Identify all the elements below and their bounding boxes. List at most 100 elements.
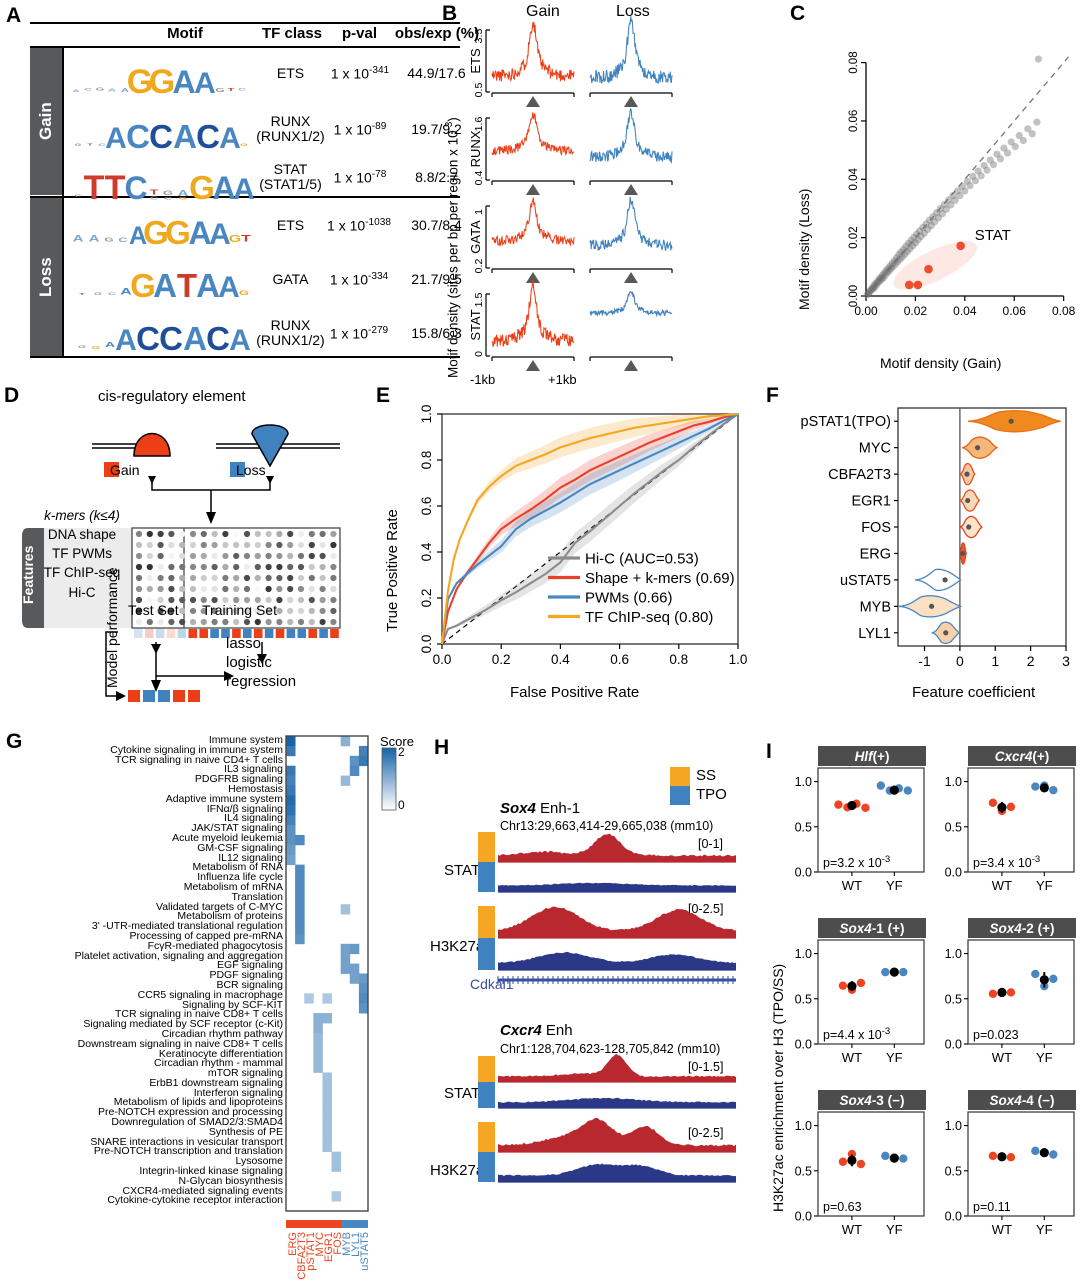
svg-text:0.4: 0.4 <box>473 171 485 186</box>
panel-g-colorbar <box>381 747 397 811</box>
svg-text:1: 1 <box>473 209 485 215</box>
svg-text:3: 3 <box>1062 653 1070 669</box>
subplot-title: Sox4 -3 (−) <box>818 1090 926 1110</box>
tfclass-gain-0: ETS <box>276 65 305 81</box>
pval-gain-1: 1 x 10-89 <box>333 121 387 138</box>
svg-text:EGR1: EGR1 <box>852 494 892 510</box>
svg-text:G: G <box>92 345 101 350</box>
svg-text:T: T <box>177 267 197 304</box>
svg-text:0.0: 0.0 <box>795 866 812 880</box>
svg-text:A: A <box>183 320 207 357</box>
pathway-row-label: IFNα/β signaling <box>206 802 283 815</box>
panel-h-track1-gene: Cxcr4 Enh <box>500 1022 573 1039</box>
svg-text:0.02: 0.02 <box>904 304 928 318</box>
svg-text:0.08: 0.08 <box>848 51 860 73</box>
svg-text:PWMs (0.66): PWMs (0.66) <box>585 590 673 607</box>
pathway-row-label: Pre-NOTCH transcription and translation <box>93 1145 283 1158</box>
panel-e-xlabel: False Positive Rate <box>510 684 640 701</box>
svg-text:-1: -1 <box>918 653 931 669</box>
svg-text:0.5: 0.5 <box>795 820 812 834</box>
svg-text:1.0: 1.0 <box>729 652 748 667</box>
feature-row-hic: Hi-C <box>68 584 96 600</box>
svg-text:0.5: 0.5 <box>945 992 962 1006</box>
svg-text:C: C <box>98 143 106 147</box>
panel-h-legend-tpo: TPO <box>696 786 727 803</box>
table-rule-header <box>30 46 460 48</box>
svg-text:T: T <box>228 87 236 92</box>
svg-text:C: C <box>84 87 92 92</box>
pathway-row-label: Lysosome <box>235 1155 283 1168</box>
subplot-plot: 0.0 0.5 1.0 WT YF p=0.11 <box>945 1111 1075 1237</box>
svg-text:1.0: 1.0 <box>945 1119 962 1133</box>
panel-h-legend-swatches <box>670 767 690 805</box>
svg-text:C: C <box>118 237 128 244</box>
svg-text:T: T <box>84 169 105 207</box>
panel-h-track1-range0: [0-1.5] <box>688 1060 724 1074</box>
pathway-row-label: ErbB1 downstream signaling <box>149 1076 283 1089</box>
subplot-plot: 0.0 0.5 1.0 WT YF p=0.023 <box>945 939 1075 1065</box>
svg-text:G: G <box>229 233 241 244</box>
pval-loss-1: 1 x 10-334 <box>329 271 389 288</box>
table-rule-bottom <box>30 356 460 358</box>
panel-f-letter: F <box>766 384 779 407</box>
svg-text:YF: YF <box>1036 878 1053 893</box>
svg-text:p=3.4 x 10-3: p=3.4 x 10-3 <box>973 854 1040 870</box>
svg-text:p=4.4 x 10-3: p=4.4 x 10-3 <box>823 1026 890 1042</box>
svg-text:WT: WT <box>992 1050 1012 1065</box>
panel-g-rowlabels: Immune system Cytokine signaling in immun… <box>0 734 283 1206</box>
obsexp-loss-2: 15.8/6.3 <box>411 325 462 341</box>
pathway-row-label: Immune system <box>208 734 283 746</box>
tfclass-gain-1: RUNX (RUNX1/2) <box>256 113 325 144</box>
pathway-row-label: Cytokine signaling in immune system <box>110 743 283 756</box>
pathway-row-label: Metabolism of proteins <box>177 910 283 923</box>
panel-i-grid: Hlf (+) 0.0 0.5 1.0 WT YF p=3.2 x 10-3 Cxcr4 (+… <box>794 746 1086 1266</box>
svg-text:A: A <box>73 89 80 93</box>
svg-text:0: 0 <box>473 351 485 357</box>
svg-text:A: A <box>129 222 147 250</box>
motif-logo-loss-gata: T G C A G A T A A G <box>79 267 249 304</box>
svg-text:T: T <box>150 188 159 196</box>
svg-text:A: A <box>105 122 127 155</box>
svg-text:0.2: 0.2 <box>419 589 434 608</box>
svg-text:0.0: 0.0 <box>945 866 962 880</box>
svg-text:G: G <box>240 143 248 147</box>
panel-h-track0-gene: Sox4 Enh-1 <box>500 800 581 817</box>
table-vline <box>62 48 64 356</box>
heatmap-col-swatch <box>322 1220 333 1228</box>
panel-b-letter: B <box>442 2 458 25</box>
svg-text:0.0: 0.0 <box>945 1038 962 1052</box>
heatmap-col-swatch <box>295 1220 305 1228</box>
pathway-row-label: 3' -UTR-mediated translational regulatio… <box>91 920 283 933</box>
subplot-title: Cxcr4 (+) <box>968 746 1076 766</box>
pathway-row-label: Metabolism of lipids and lipoproteins <box>113 1096 283 1109</box>
pathway-row-label: JAK/STAT signaling <box>191 822 283 835</box>
heatmap-col-swatch <box>340 1220 351 1228</box>
obsexp-loss-1: 21.7/9.5 <box>411 271 462 287</box>
panel-h: H SS TPO Sox4 Enh-1 Chr13:29,663,414-29,… <box>430 712 760 1280</box>
panel-h-track0-range0: [0-1] <box>698 837 724 851</box>
svg-text:G: G <box>130 267 156 304</box>
svg-text:C: C <box>126 118 150 155</box>
group-band-loss: Loss <box>30 198 62 356</box>
motif-logo-gain-ets: A C G A A G G A A G T C <box>73 63 247 101</box>
panel-g-legend-title: Score <box>380 734 414 749</box>
svg-text:0.8: 0.8 <box>419 451 434 470</box>
svg-text:YF: YF <box>1036 1050 1053 1065</box>
pathway-row-label: TCR signaling in naive CD8+ T cells <box>115 1008 283 1021</box>
panel-i-subplot: Sox4 -3 (−) 0.0 0.5 1.0 WT YF p=0.63 <box>794 1090 926 1238</box>
svg-text:G: G <box>143 214 169 251</box>
pathway-row-label: PDGF signaling <box>209 969 283 982</box>
svg-text:1.0: 1.0 <box>945 947 962 961</box>
panel-h-track0-tracks <box>478 832 736 984</box>
svg-text:RUNX: RUNX <box>468 130 483 167</box>
heatmap-col-swatch <box>358 1220 369 1228</box>
svg-text:C: C <box>108 292 116 296</box>
svg-text:WT: WT <box>842 1222 862 1237</box>
panel-g-heatmap <box>285 735 369 1212</box>
svg-text:A: A <box>121 87 130 93</box>
pathway-row-label: Translation <box>231 890 283 903</box>
svg-text:ETS: ETS <box>468 48 483 74</box>
feature-row-dnashape: DNA shape <box>47 527 117 543</box>
panel-d-training-set: Training Set <box>202 602 277 618</box>
obsexp-loss-0: 30.7/8.4 <box>411 217 462 233</box>
